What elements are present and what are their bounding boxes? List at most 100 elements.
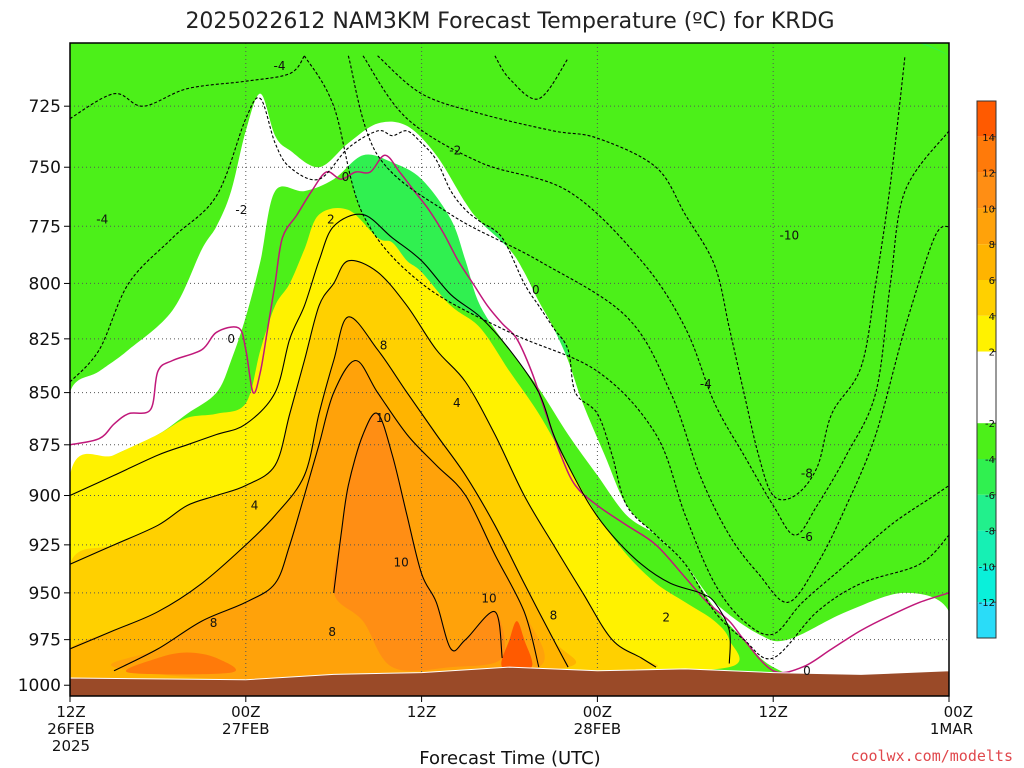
- y-tick-label-975: 975: [29, 631, 61, 651]
- colorbar-band-12: [977, 566, 996, 603]
- colorbar-band-8: [977, 423, 996, 459]
- contour-labels: -4 -2 0 -2 -4 2 -10 0 0 8 -4 4 10 -8 4 -6 10 2 10 8 8 8 0: [96, 59, 813, 678]
- contour-label-1: -2: [449, 143, 461, 157]
- x-tick-label-60-2: 1MAR: [930, 720, 973, 738]
- colorbar-label--12: -12: [979, 598, 995, 609]
- colorbar-label-4: 4: [989, 312, 995, 323]
- contour-label-15: -6: [801, 530, 813, 544]
- colorbar-label--4: -4: [985, 455, 995, 466]
- contour-label-9: 8: [380, 338, 388, 352]
- y-tick-label-950: 950: [29, 584, 61, 604]
- contour-label-0: -4: [274, 59, 286, 73]
- colorbar-label-14: 14: [982, 133, 995, 144]
- isotherm-line-1: [70, 213, 731, 664]
- isotherm-line-11: [377, 55, 906, 501]
- temperature-region-5: [70, 43, 949, 659]
- temperature-region-12: [125, 652, 237, 675]
- y-tick-label-1000: 1000: [18, 676, 61, 696]
- credit-link[interactable]: coolwx.com/modelts: [850, 747, 1013, 765]
- contour-label-20: 8: [210, 616, 218, 630]
- colorbar-band-9: [977, 459, 996, 495]
- x-tick-label-12-2: 27FEB: [222, 720, 269, 738]
- contour-label-17: 2: [662, 610, 670, 624]
- colorbar-band-3: [977, 208, 996, 245]
- colorbar-band-1: [977, 136, 996, 173]
- temperature-regions: [70, 43, 949, 694]
- colorbar-band-6: [977, 315, 996, 352]
- contour-label-4: -4: [96, 212, 108, 226]
- colorbar-label--6: -6: [985, 491, 995, 502]
- isotherm-line-9: [347, 55, 949, 603]
- y-tick-label-925: 925: [29, 536, 61, 556]
- y-axis: 725 750 775 800 825 850 875 900 925 950 975 1000: [18, 97, 70, 696]
- ground-layer: [70, 666, 949, 696]
- isotherm-lines: [70, 55, 949, 674]
- y-tick-label-825: 825: [29, 330, 61, 350]
- contour-label-22: 0: [803, 664, 811, 678]
- y-tick-label-875: 875: [29, 436, 61, 456]
- contour-label-7: 0: [532, 283, 540, 297]
- contour-label-6: -10: [780, 229, 800, 243]
- contour-label-11: 4: [453, 396, 461, 410]
- x-axis-label: Forecast Time (UTC): [419, 748, 600, 768]
- x-tick-label-24-1: 12Z: [407, 703, 436, 721]
- temperature-region-10: [111, 360, 545, 680]
- temperature-region-11: [332, 413, 506, 671]
- colorbar: 14 12 10 8 6 4 2 -2 -4 -6 -8 -10 -12: [976, 100, 997, 639]
- x-tick-label-36-1: 00Z: [583, 703, 612, 721]
- contour-label-18: 10: [481, 592, 496, 606]
- y-tick-label-800: 800: [29, 274, 61, 294]
- colorbar-frame: [976, 100, 997, 639]
- contour-label-14: 4: [251, 498, 259, 512]
- colorbar-label-12: 12: [982, 169, 995, 180]
- y-tick-label-775: 775: [29, 217, 61, 237]
- chart-title: 2025022612 NAM3KM Forecast Temperature (…: [185, 9, 834, 34]
- contour-label-5: 2: [327, 212, 335, 226]
- contour-label-3: -2: [235, 203, 247, 217]
- contour-label-19: 8: [550, 608, 558, 622]
- colorbar-label-6: 6: [989, 276, 995, 287]
- colorbar-band-10: [977, 494, 996, 531]
- isotherm-line-2: [70, 259, 657, 668]
- y-tick-label-900: 900: [29, 487, 61, 507]
- colorbar-band-13: [977, 602, 996, 638]
- plot-area: -4 -2 0 -2 -4 2 -10 0 0 8 -4 4 10 -8 4 -6 10 2 10 8 8 8 0: [70, 43, 949, 696]
- y-tick-label-850: 850: [29, 384, 61, 404]
- isotherm-line-7: [70, 55, 305, 120]
- isotherm-line-0: [70, 154, 949, 674]
- x-tick-label-60-1: 00Z: [944, 703, 973, 721]
- plot-frame: [69, 42, 950, 697]
- colorbar-band-2: [977, 172, 996, 209]
- x-tick-label-0-2: 26FEB: [47, 720, 94, 738]
- y-tick-label-725: 725: [29, 97, 61, 117]
- temperature-region-6: [70, 93, 949, 692]
- isotherm-line-6: [70, 97, 949, 660]
- colorbar-band-4: [977, 244, 996, 280]
- contour-label-8: 0: [227, 332, 235, 346]
- x-tick-label-36-2: 28FEB: [574, 720, 621, 738]
- x-tick-label-0-1: 12Z: [56, 703, 85, 721]
- isotherm-line-5: [333, 412, 503, 659]
- colorbar-label--8: -8: [985, 527, 995, 538]
- isotherm-line-4: [113, 359, 540, 672]
- colorbar-band-5: [977, 280, 996, 316]
- colorbar-label--2: -2: [985, 419, 995, 430]
- colorbar-label-2: 2: [989, 348, 995, 359]
- contour-label-10: -4: [700, 377, 712, 391]
- x-tick-label-12-1: 00Z: [231, 703, 260, 721]
- colorbar-label--10: -10: [979, 562, 995, 573]
- contour-label-21: 8: [328, 625, 336, 639]
- colorbar-label-8: 8: [989, 240, 995, 251]
- x-tick-label-0-3: 2025: [52, 737, 90, 755]
- x-tick-label-48-1: 12Z: [759, 703, 788, 721]
- contour-label-13: -8: [801, 466, 813, 480]
- y-tick-label-750: 750: [29, 158, 61, 178]
- colorbar-label-10: 10: [982, 204, 995, 215]
- colorbar-band-7: [977, 351, 996, 424]
- contour-label-12: 10: [376, 411, 391, 425]
- isotherm-line-8: [303, 55, 949, 636]
- temperature-region-13: [501, 621, 533, 671]
- colorbar-band-11: [977, 530, 996, 567]
